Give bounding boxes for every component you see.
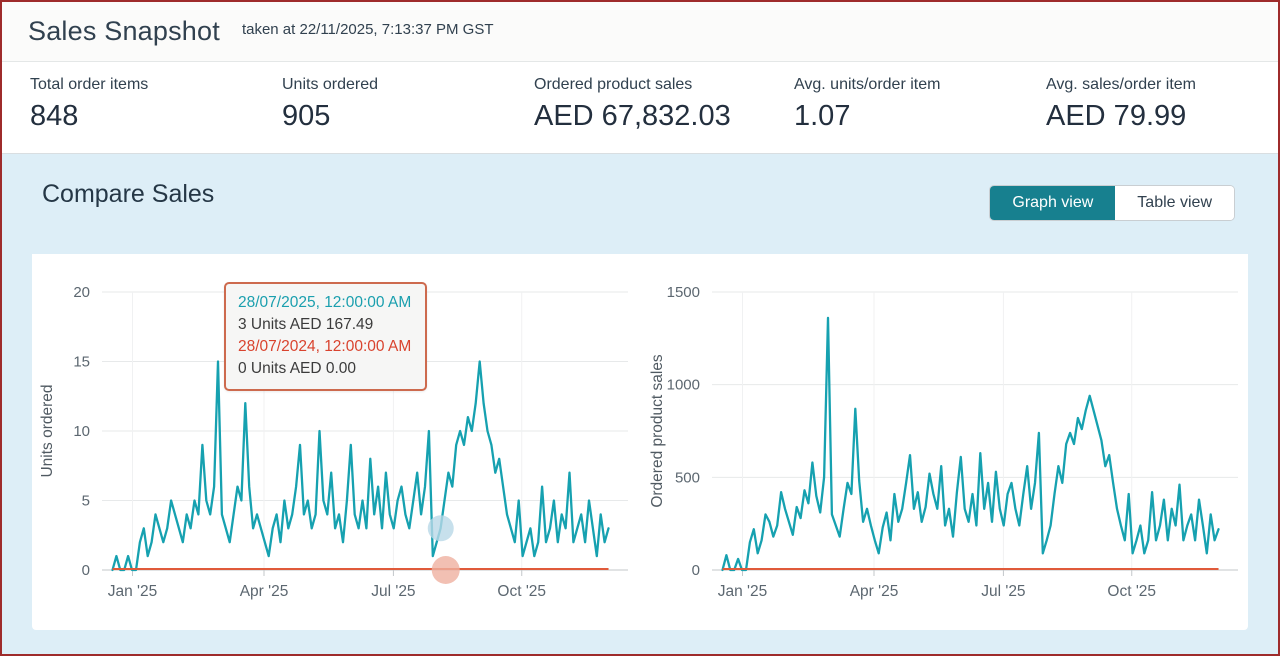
current-year-series-line [721,316,1220,572]
y-tick-label: 20 [73,284,90,301]
y-axis-title: Ordered product sales [649,354,666,508]
y-tick-label: 10 [73,423,90,440]
chart-tooltip: 28/07/2025, 12:00:00 AM 3 Units AED 167.… [224,282,428,391]
metric-label: Avg. sales/order item [1046,76,1196,93]
metric-avg-sales-per-order-item: Avg. sales/order item AED 79.99 [1046,76,1196,133]
tooltip-current-date: 28/07/2025, 12:00:00 AM [238,294,412,311]
tooltip-prior-value: 0 Units AED 0.00 [238,360,357,377]
x-tick-label: Apr '25 [240,583,289,600]
ordered-product-sales-chart[interactable]: 0 500 1000 1500 Jan '25 Apr '25 Jul '25 Oct '25… [642,254,1252,630]
y-tick-label: 1000 [667,377,700,394]
metrics-band: Total order items 848 Units ordered 905 … [2,62,1278,154]
metric-label: Total order items [30,76,149,93]
y-tick-label: 1500 [667,284,700,301]
metric-value: AED 67,832.03 [534,100,731,132]
y-tick-label: 0 [692,562,700,579]
y-tick-label: 0 [82,562,90,579]
y-axis-title: Units ordered [39,384,56,477]
current-year-series-line [111,360,610,572]
compare-sales-header: Compare Sales Graph view Table view [2,154,1278,254]
metric-value: 905 [282,100,331,132]
compare-sales-title: Compare Sales [42,180,215,208]
view-toggle: Graph view Table view [990,186,1234,220]
x-tick-label: Apr '25 [850,583,899,600]
hover-marker-prior [431,556,460,584]
table-view-button[interactable]: Table view [1115,186,1234,220]
chart-svg: 0 500 1000 1500 Jan '25 Apr '25 Jul '25 Oct '25… [649,284,1238,600]
metric-label: Ordered product sales [534,76,693,93]
y-tick-label: 5 [82,493,90,510]
metric-value: AED 79.99 [1046,100,1187,132]
y-tick-label: 15 [73,354,90,371]
x-tick-label: Oct '25 [497,583,546,600]
hover-marker-current [427,515,454,542]
metric-value: 1.07 [794,100,851,132]
x-tick-label: Jul '25 [981,583,1025,600]
x-tick-label: Jan '25 [718,583,768,600]
x-tick-label: Jul '25 [371,583,415,600]
page-header: Sales Snapshot taken at 22/11/2025, 7:13… [2,2,1278,62]
metric-avg-units-per-order-item: Avg. units/order item 1.07 [794,76,1046,133]
x-tick-label: Oct '25 [1107,583,1156,600]
y-tick-label: 500 [675,469,700,486]
snapshot-timestamp: taken at 22/11/2025, 7:13:37 PM GST [241,21,494,38]
metric-total-order-items: Total order items 848 [30,76,282,133]
metric-units-ordered: Units ordered 905 [282,76,534,133]
units-ordered-chart[interactable]: 28/07/2025, 12:00:00 AM 3 Units AED 167.… [32,254,642,630]
tooltip-prior-date: 28/07/2024, 12:00:00 AM [238,338,412,355]
charts-panel: 28/07/2025, 12:00:00 AM 3 Units AED 167.… [32,254,1248,630]
metric-ordered-product-sales: Ordered product sales AED 67,832.03 [534,76,794,133]
metric-label: Avg. units/order item [794,76,941,93]
page-title: Sales Snapshot [28,16,220,46]
metric-label: Units ordered [282,76,379,93]
graph-view-button[interactable]: Graph view [990,186,1116,220]
metric-value: 848 [30,100,79,132]
x-tick-label: Jan '25 [108,583,158,600]
tooltip-current-value: 3 Units AED 167.49 [238,316,374,333]
